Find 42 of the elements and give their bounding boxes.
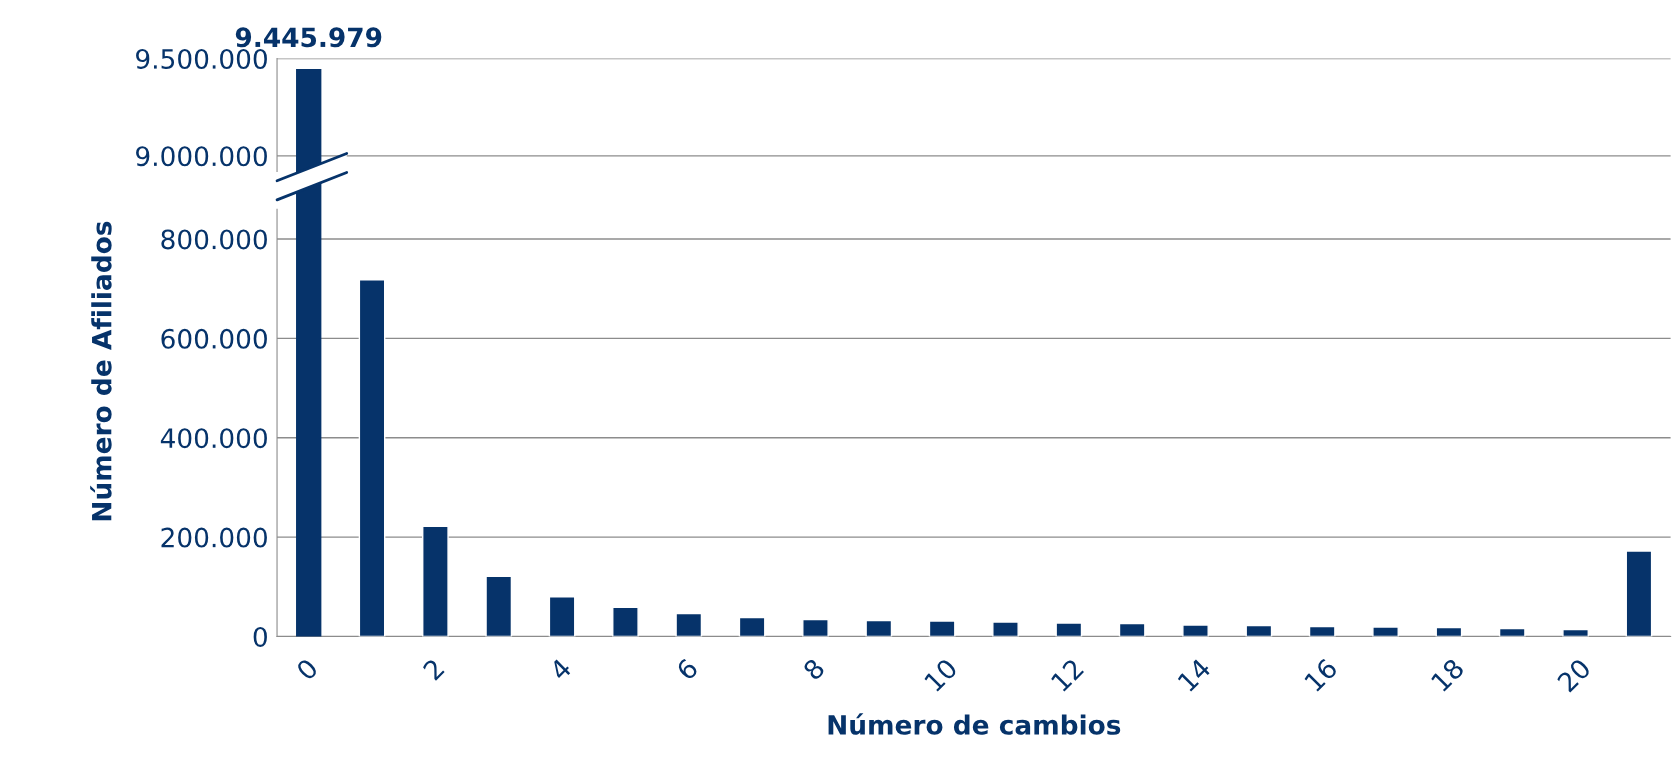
y-tick-label: 9.500.000 xyxy=(136,49,267,69)
bar xyxy=(802,618,829,637)
x-tick-label: 10 xyxy=(923,657,959,693)
y-tick-label: 0 xyxy=(253,626,267,647)
bar xyxy=(1245,624,1273,637)
bar xyxy=(612,606,639,637)
bar xyxy=(928,620,956,637)
bar xyxy=(1562,628,1589,637)
x-tick-label: 0 xyxy=(295,657,319,682)
x-tick-label: 14 xyxy=(1177,657,1212,692)
bar xyxy=(358,279,386,637)
bar xyxy=(1498,627,1526,637)
bar xyxy=(1435,626,1463,637)
bar xyxy=(485,575,513,637)
y-tick-label: 400.000 xyxy=(160,428,267,449)
bar xyxy=(992,621,1019,637)
x-tick-label: 16 xyxy=(1303,657,1339,693)
bar xyxy=(1182,624,1209,637)
y-tick-label: 200.000 xyxy=(161,527,267,548)
y-tick-label: 800.000 xyxy=(161,229,267,250)
x-tick-label: 18 xyxy=(1430,657,1465,693)
x-tick-label: 20 xyxy=(1556,657,1592,693)
x-tick-label: 4 xyxy=(548,657,573,682)
x-tick-label: 8 xyxy=(802,657,826,682)
bar xyxy=(548,596,576,637)
bar xyxy=(675,612,703,637)
bar xyxy=(1372,626,1399,637)
y-tick-label: 600.000 xyxy=(161,328,267,349)
y-axis-title: Número de Afiliados xyxy=(90,221,112,521)
x-axis-title: Número de cambios xyxy=(828,713,1121,735)
bar xyxy=(738,616,766,637)
bar xyxy=(1308,625,1336,637)
data-label: 9.445.979 xyxy=(235,27,382,48)
bar xyxy=(865,619,893,637)
x-tick-label: 6 xyxy=(675,657,699,681)
x-tick-label: 12 xyxy=(1050,658,1084,692)
bar xyxy=(1118,622,1146,637)
y-tick-label: 9.000.000 xyxy=(136,146,267,167)
bar xyxy=(1625,550,1653,637)
x-tick-label: 2 xyxy=(422,658,445,681)
bar xyxy=(422,525,449,637)
bar xyxy=(1055,622,1083,637)
